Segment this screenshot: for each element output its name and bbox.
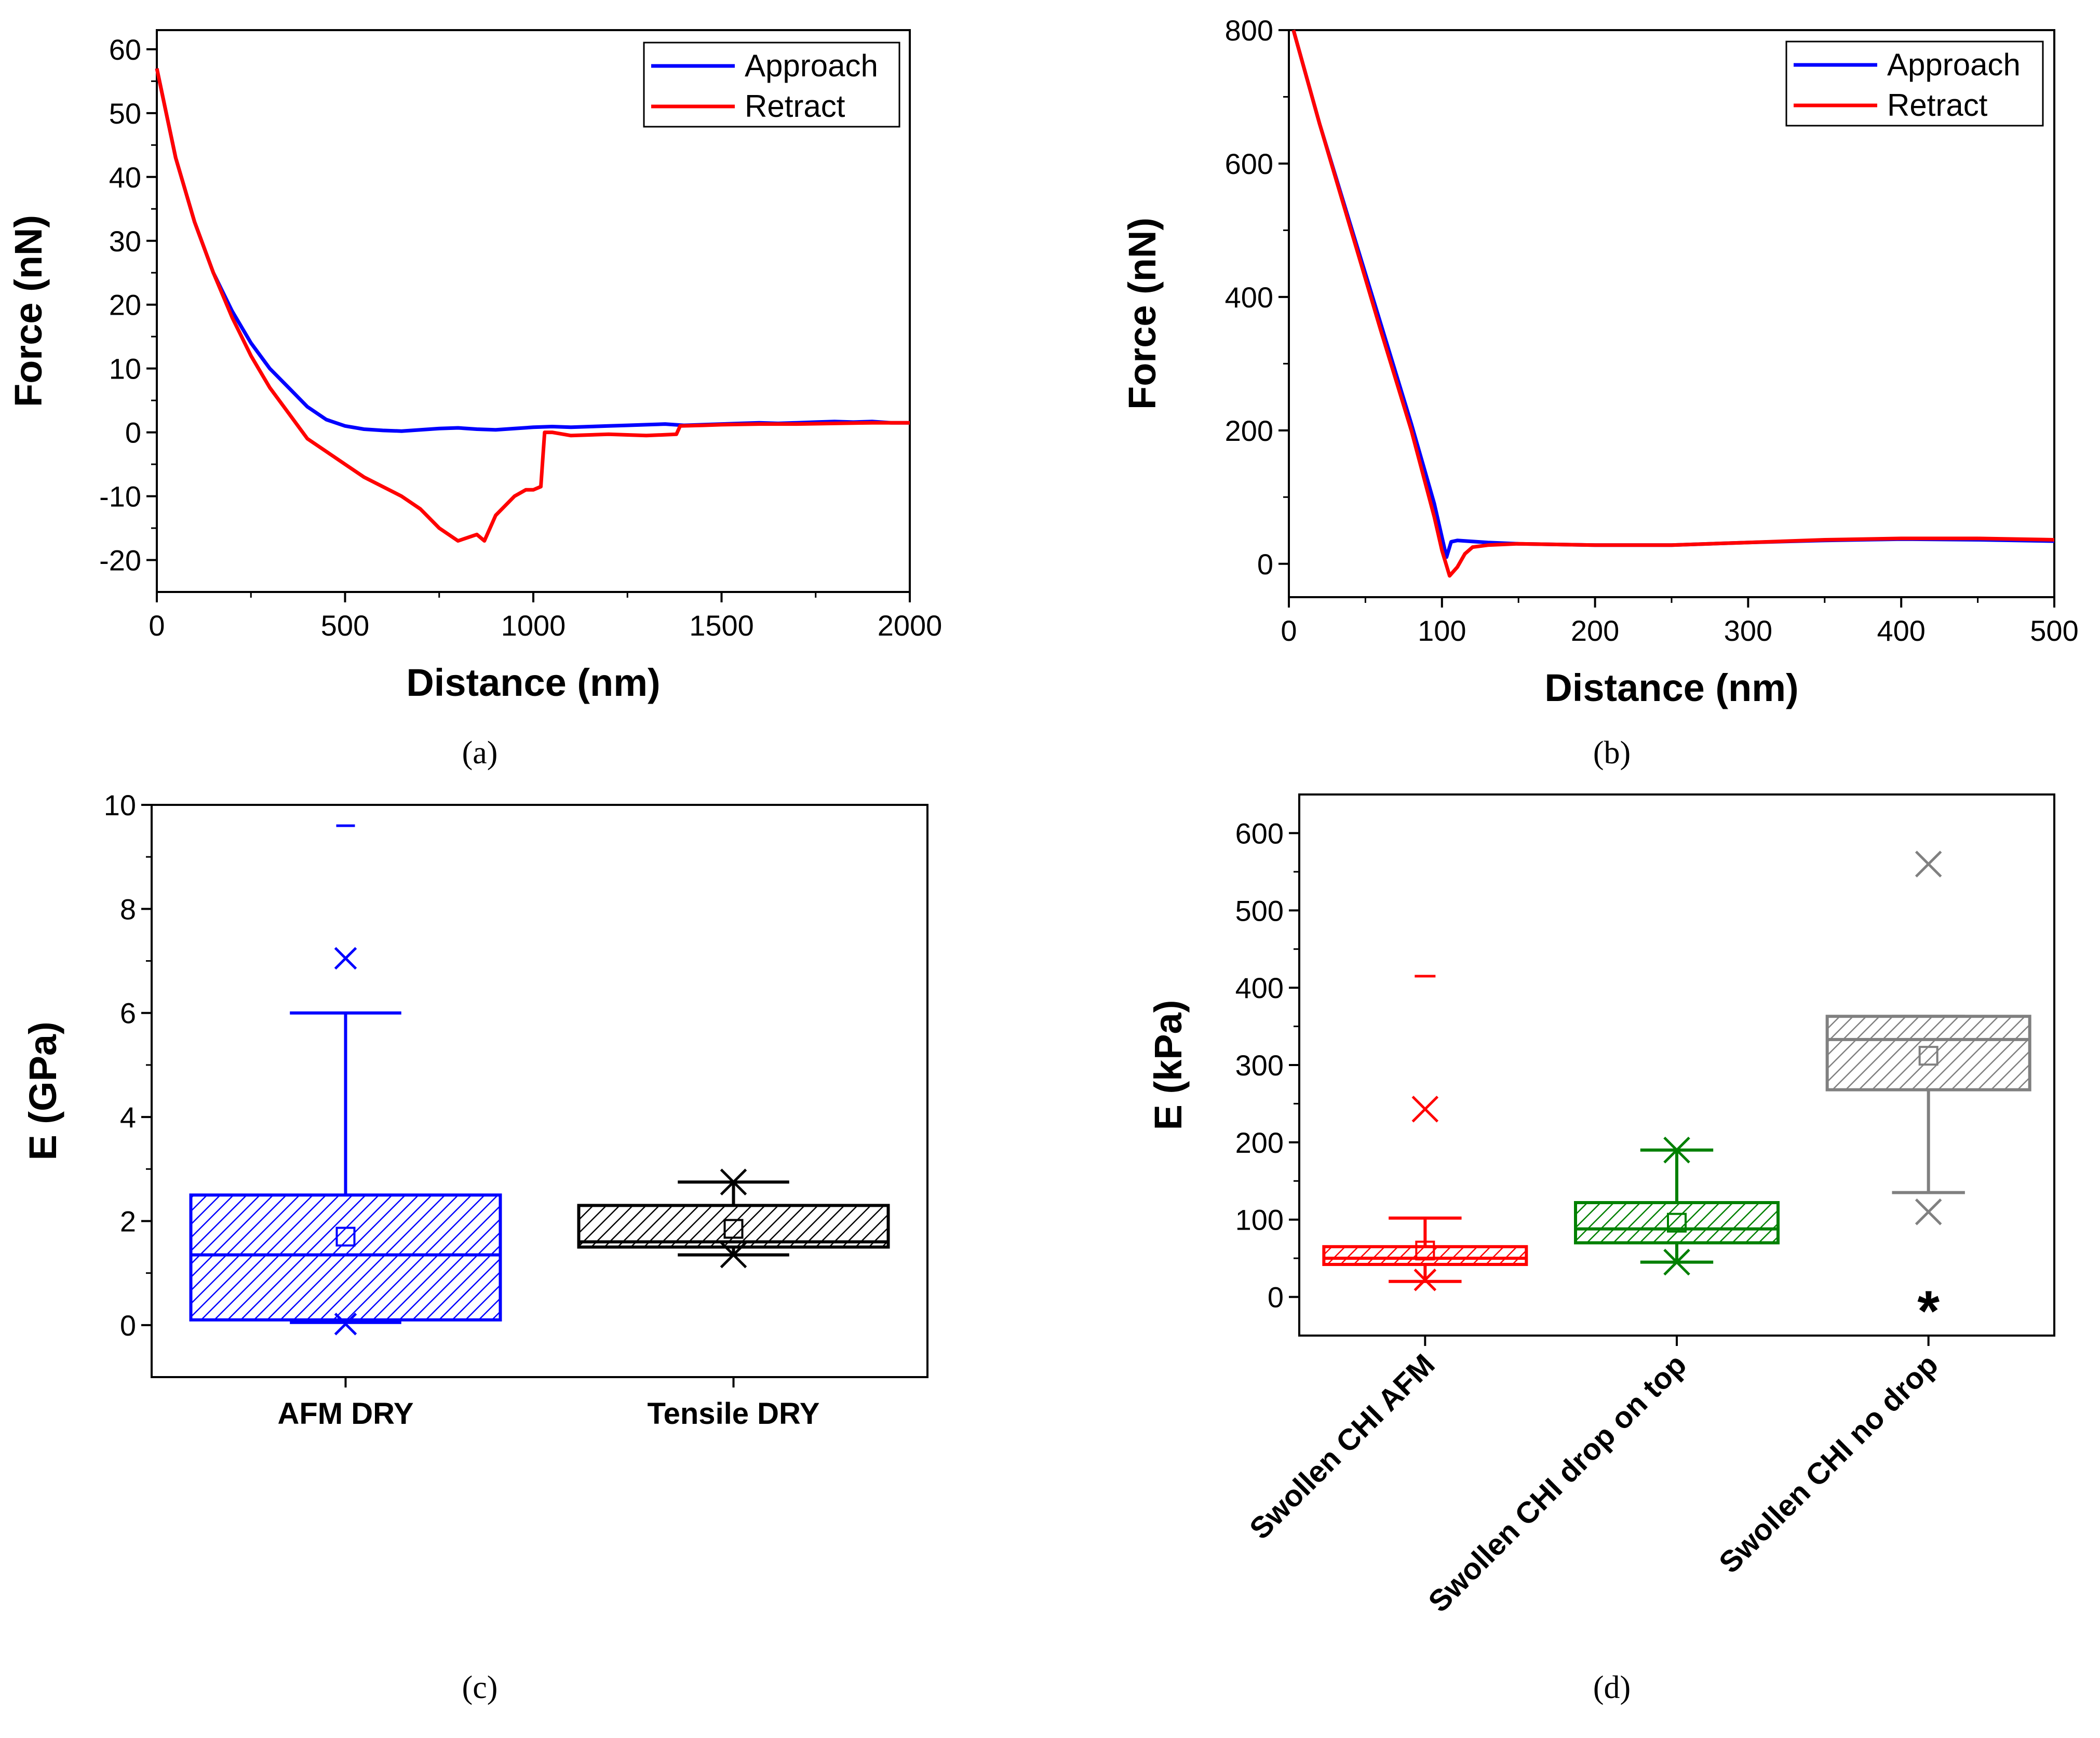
panel-d-box-1 xyxy=(1574,1136,1780,1276)
panel-a-legend: Approach Retract xyxy=(643,42,900,128)
panel-b-xtick-label: 400 xyxy=(1877,614,1925,647)
panel-b-caption: (b) xyxy=(1593,735,1631,771)
panel-a-ytick-label: 20 xyxy=(109,289,141,321)
panel-a-x-axis-label: Distance (nm) xyxy=(406,661,660,704)
panel-b-legend-label-approach: Approach xyxy=(1887,47,2021,82)
panel-d-ytick-label: 500 xyxy=(1235,894,1284,927)
panel-d-box-iqr xyxy=(1574,1201,1780,1245)
panel-d-category-label: Swollen CHI no drop xyxy=(1713,1348,1945,1580)
panel-a-xtick-label: 500 xyxy=(321,609,369,642)
panel-d-category-label: Swollen CHI drop on top xyxy=(1422,1348,1693,1619)
panel-c-max-marker xyxy=(718,1168,749,1196)
panel-b-xtick-label: 300 xyxy=(1724,614,1772,647)
panel-a-y-axis-label: Force (nN) xyxy=(7,215,50,407)
panel-b-ytick-label: 400 xyxy=(1225,281,1273,314)
panel-b-xtick-label: 100 xyxy=(1418,614,1466,647)
panel-d-mean-marker xyxy=(1918,1046,1939,1066)
panel-c-ytick-label: 2 xyxy=(120,1205,136,1237)
panel-b-x-axis-label: Distance (nm) xyxy=(1544,666,1798,709)
panel-c-ytick-label: 0 xyxy=(120,1309,136,1342)
panel-d-box-0 xyxy=(1322,975,1528,1291)
panel-c-caption: (c) xyxy=(462,1670,498,1705)
panel-b-legend-frame xyxy=(1785,41,2044,127)
panel-d-min-marker xyxy=(1915,1198,1942,1225)
panel-d-ytick-label: 600 xyxy=(1235,817,1284,850)
panel-b-xtick-label: 200 xyxy=(1571,614,1619,647)
panel-d-max-marker xyxy=(1915,851,1942,878)
panel-d-y-axis-label: E (kPa) xyxy=(1147,1000,1190,1130)
panel-c-boxplot: 0 2 4 6 8 10 E (GPa) AFM DRY Tensile DRY (c) xyxy=(21,789,928,1705)
panel-a-ytick-label: -10 xyxy=(99,480,141,513)
panel-d-min-marker xyxy=(1414,1269,1437,1291)
panel-c-box-iqr xyxy=(577,1204,890,1249)
panel-a-xtick-label: 0 xyxy=(149,609,165,642)
panel-d-min-marker xyxy=(1662,1248,1692,1276)
panel-d-box-2 xyxy=(1825,851,2031,1225)
panel-b-legend-label-retract: Retract xyxy=(1887,88,1988,123)
panel-d-ytick-label: 0 xyxy=(1268,1281,1284,1314)
panel-a-force-curve: -20 -10 0 10 20 30 40 50 60 Force (nN) 0 500 1000 150… xyxy=(7,29,943,771)
panel-d-significance-annotation: * xyxy=(1917,1279,1940,1343)
panel-a-ytick-label: 30 xyxy=(109,225,141,258)
panel-c-outlier-x-marker xyxy=(334,947,357,970)
panel-a-series-retract-line xyxy=(155,68,910,543)
panel-b-ytick-label: 800 xyxy=(1225,14,1273,47)
panel-a-xtick-label: 1000 xyxy=(501,609,566,642)
panel-a-caption: (a) xyxy=(462,735,498,771)
panel-a-ytick-label: 60 xyxy=(109,33,141,66)
panel-c-min-marker xyxy=(718,1241,749,1269)
panel-c-mean-marker xyxy=(723,1219,744,1239)
panel-a-ytick-label: 50 xyxy=(109,97,141,130)
panel-a-xtick-label: 2000 xyxy=(878,609,943,642)
panel-d-outlier-x-marker xyxy=(1411,1096,1439,1123)
panel-d-ytick-label: 400 xyxy=(1235,972,1284,1004)
panel-d-box-iqr xyxy=(1825,1015,2031,1092)
panel-a-legend-label-approach: Approach xyxy=(745,48,878,83)
panel-c-min-marker xyxy=(334,1313,357,1336)
panel-d-mean-marker xyxy=(1415,1241,1435,1261)
panel-b-ytick-label: 600 xyxy=(1225,147,1273,180)
panel-d-ytick-label: 200 xyxy=(1235,1126,1284,1159)
panel-d-caption: (d) xyxy=(1593,1670,1631,1705)
panel-b-series-retract-line xyxy=(1291,30,2055,578)
panel-d-ytick-label: 300 xyxy=(1235,1049,1284,1082)
panel-c-category-label: Tensile DRY xyxy=(648,1397,820,1431)
panel-a-ytick-label: 40 xyxy=(109,161,141,194)
panel-d-boxplot: 0 100 200 300 400 500 600 E (kPa) Swollen CHI AF… xyxy=(1147,793,2055,1705)
panel-b-legend: Approach Retract xyxy=(1785,41,2044,127)
panel-d-max-marker xyxy=(1662,1136,1692,1164)
panel-c-box-0 xyxy=(189,824,502,1336)
panel-c-box-1 xyxy=(577,1168,890,1269)
panel-a-ytick-label: 10 xyxy=(109,353,141,385)
panel-a-legend-label-retract: Retract xyxy=(745,89,845,124)
panel-c-y-axis-label: E (GPa) xyxy=(21,1021,64,1160)
panel-a-ytick-label: -20 xyxy=(99,544,141,577)
panel-b-xtick-label: 500 xyxy=(2030,614,2078,647)
panel-d-ytick-label: 100 xyxy=(1235,1204,1284,1236)
panel-b-ytick-label: 0 xyxy=(1257,548,1273,581)
panel-c-plot-frame xyxy=(151,804,928,1378)
panel-b-ytick-label: 200 xyxy=(1225,414,1273,447)
panel-a-legend-frame xyxy=(643,42,900,128)
panel-d-category-label: Swollen CHI AFM xyxy=(1243,1348,1442,1546)
panel-c-ytick-label: 8 xyxy=(120,893,136,925)
panel-c-ytick-label: 4 xyxy=(120,1101,136,1134)
panel-c-ytick-label: 6 xyxy=(120,997,136,1030)
panel-c-ytick-label: 10 xyxy=(104,789,136,821)
panel-a-ytick-label: 0 xyxy=(125,416,141,449)
panel-d-mean-marker xyxy=(1667,1212,1687,1233)
panel-b-y-axis-label: Force (nN) xyxy=(1121,218,1164,410)
panel-d-box-iqr xyxy=(1322,1245,1528,1267)
panel-b-force-curve: 0 200 400 600 800 Force (nN) 0 100 200 300 400 500 D… xyxy=(1121,14,2079,771)
panel-b-xtick-label: 0 xyxy=(1281,614,1297,647)
panel-a-xtick-label: 1500 xyxy=(689,609,754,642)
panel-c-mean-marker xyxy=(335,1227,356,1247)
panel-c-box-iqr xyxy=(189,1193,502,1322)
panel-c-category-label: AFM DRY xyxy=(277,1397,413,1431)
